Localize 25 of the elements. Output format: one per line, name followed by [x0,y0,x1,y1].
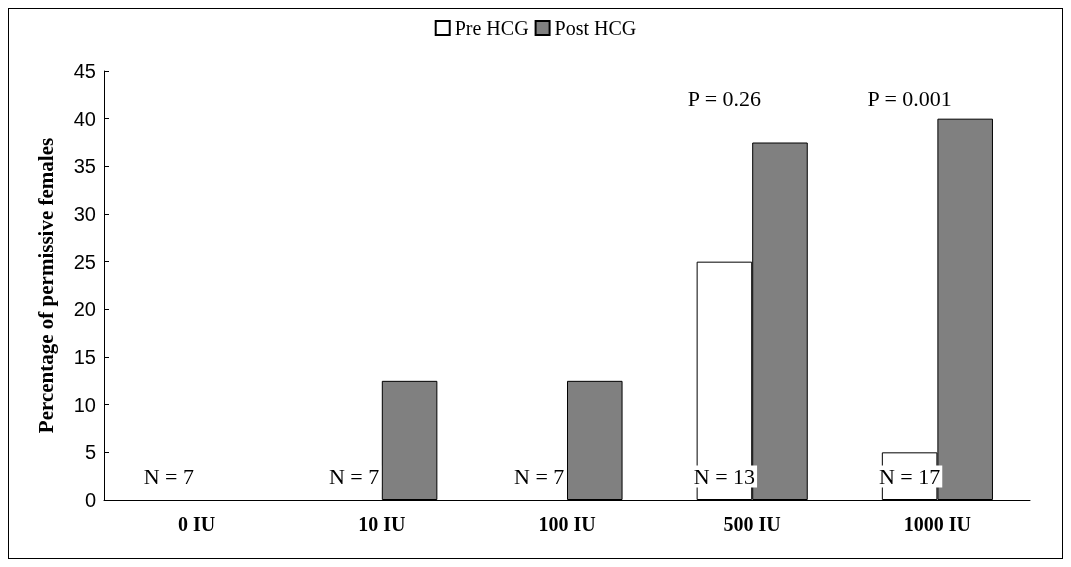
legend-label: Pre HCG [454,17,529,39]
y-tick-label: 5 [84,441,96,464]
y-tick-label: 15 [73,346,96,368]
legend-label: Post HCG [554,17,637,39]
y-tick-label: 20 [73,298,96,321]
y-tick-label: 10 [73,393,96,416]
x-tick-label: 0 IU [177,513,216,535]
annotation: P = 0.001 [867,86,952,112]
y-tick-label: 40 [73,107,96,130]
x-tick-label: 10 IU [358,513,406,535]
y-axis-title: Percentage of permissive females [33,137,58,434]
annotation: N = 7 [328,463,380,489]
x-tick-label: 500 IU [723,513,781,535]
annotation: P = 0.26 [687,86,762,112]
x-tick-label: 1000 IU [903,513,972,535]
y-tick-label: 45 [73,60,96,82]
annotation: N = 17 [878,463,941,489]
y-tick-label: 30 [73,203,96,225]
annotation: N = 7 [143,463,194,489]
annotation: N = 7 [514,463,565,489]
y-tick-label: 35 [73,155,96,178]
x-tick-label: 100 IU [538,513,596,535]
annotation: N = 13 [693,463,756,489]
y-tick-label: 25 [73,250,96,273]
y-tick-label: 0 [84,489,96,511]
